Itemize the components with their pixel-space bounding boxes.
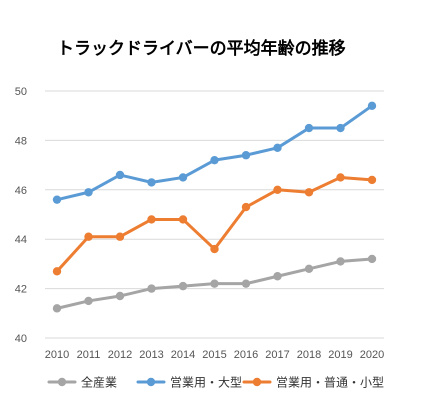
y-tick-label: 48 (15, 135, 27, 147)
data-point (336, 123, 345, 133)
data-point (210, 155, 219, 165)
data-point (367, 254, 377, 264)
y-tick-label: 44 (15, 234, 27, 246)
y-tick-label: 50 (15, 86, 27, 98)
x-tick-label: 2018 (297, 349, 321, 361)
data-point (147, 215, 156, 224)
data-point (273, 272, 282, 281)
data-point (115, 291, 125, 301)
legend-label: 営業用・普通・小型 (276, 376, 384, 390)
data-point (147, 284, 156, 293)
x-tick-label: 2013 (139, 349, 163, 361)
chart-title: トラックドライバーの平均年齢の推移 (57, 38, 346, 59)
data-point (210, 244, 219, 254)
series-lines (52, 101, 377, 313)
y-axis-ticks: 40 42 44 46 48 50 (15, 86, 27, 345)
legend-dot-marker (146, 377, 156, 387)
data-point (115, 232, 125, 241)
legend-dot-marker (57, 377, 67, 387)
x-tick-label: 2014 (171, 349, 195, 361)
data-point (304, 188, 314, 197)
series-group (52, 254, 377, 313)
data-point (52, 267, 62, 276)
x-tick-label: 2017 (265, 349, 289, 361)
data-point (178, 281, 188, 291)
data-point (115, 170, 125, 180)
legend-dot-marker (252, 377, 262, 387)
legend-item: 営業用・普通・小型 (242, 376, 384, 390)
legend-item: 営業用・大型 (136, 376, 242, 390)
y-tick-label: 40 (15, 333, 27, 345)
series-group (52, 101, 377, 204)
legend-label: 営業用・大型 (170, 376, 242, 390)
data-point (52, 304, 62, 313)
x-tick-label: 2015 (202, 349, 226, 361)
series-line (55, 175, 374, 273)
legend: 全産業 営業用・大型 営業用・普通・小型 (47, 375, 384, 390)
x-tick-label: 2010 (45, 349, 69, 361)
data-point (241, 202, 251, 212)
data-point (304, 264, 314, 274)
legend-item: 全産業 (47, 375, 117, 390)
data-point (84, 232, 93, 241)
data-point (241, 279, 251, 288)
y-tick-label: 42 (15, 284, 27, 296)
data-point (84, 296, 93, 306)
data-point (273, 185, 282, 194)
data-point (273, 143, 282, 153)
data-point (304, 123, 314, 133)
data-point (52, 195, 62, 204)
data-point (210, 279, 219, 288)
data-point (241, 151, 251, 160)
data-point (367, 175, 377, 185)
data-point (367, 101, 377, 111)
series-group (52, 173, 377, 276)
data-point (178, 173, 188, 182)
x-tick-label: 2016 (234, 349, 258, 361)
data-point (147, 178, 156, 187)
data-point (336, 257, 345, 266)
data-point (178, 215, 188, 224)
data-point (336, 173, 345, 182)
y-tick-label: 46 (15, 185, 27, 197)
x-tick-label: 2011 (77, 349, 101, 361)
legend-label: 全産業 (81, 375, 117, 390)
x-tick-label: 2012 (108, 349, 132, 361)
grid-lines (45, 90, 384, 339)
x-axis-ticks: 2010 2011 2012 2013 2014 2015 2016 2017 2018 2019… (45, 349, 384, 361)
x-tick-label: 2019 (328, 349, 352, 361)
data-point (84, 188, 93, 197)
x-tick-label: 2020 (360, 349, 384, 361)
